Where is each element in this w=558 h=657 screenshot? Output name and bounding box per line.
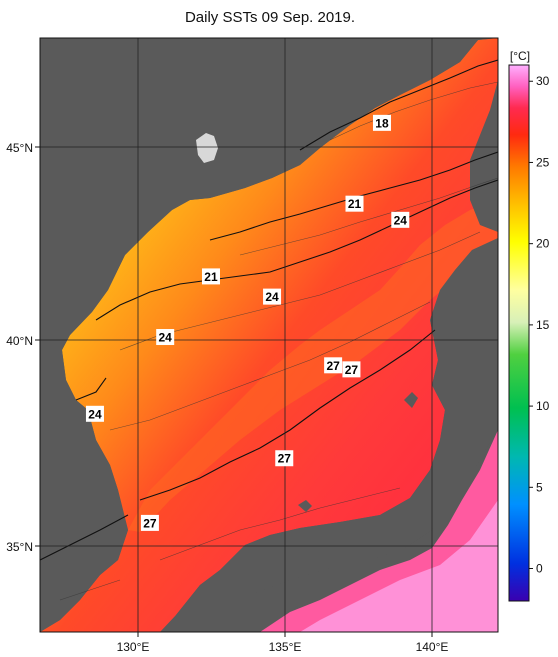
hokkaido (470, 80, 498, 232)
contour-label-box (324, 357, 343, 374)
colorbar-tick-label: 20 (536, 237, 550, 251)
graticule (40, 38, 498, 632)
colorbar-tick-label: 0 (536, 562, 543, 576)
sado-island (404, 392, 418, 408)
lon-label-130: 130°E (117, 640, 150, 654)
japan-kyushu (170, 585, 215, 632)
colorbar-tick-label: 10 (536, 399, 550, 413)
contour-label-box (372, 114, 391, 131)
lat-label-45: 45°N (6, 141, 33, 155)
contour-label: 24 (159, 331, 173, 345)
contour-label-box (263, 288, 282, 305)
contour-label: 24 (265, 290, 279, 304)
contour-label: 18 (375, 116, 389, 130)
contour-label: 27 (345, 363, 359, 377)
sea-area (40, 38, 498, 632)
map-frame (39, 37, 499, 633)
japan-honshu (200, 238, 498, 600)
colorbar-ticks: 0 5 10 15 20 25 30 (529, 74, 550, 576)
lon-label-140: 140°E (416, 640, 449, 654)
lon-label-135: 135°E (269, 640, 302, 654)
contour-label: 21 (204, 270, 218, 284)
contour-label: 24 (88, 407, 102, 421)
contour-label: 27 (326, 359, 340, 373)
contour-label: 27 (143, 516, 157, 530)
lat-label-35: 35°N (6, 540, 33, 554)
colorbar (508, 64, 530, 602)
contour-label-box (275, 450, 294, 467)
contour-label-box (85, 405, 104, 422)
colorbar-tick-label: 5 (536, 480, 543, 494)
colorbar-tick-label: 30 (536, 74, 550, 88)
thin-isotherms (59, 81, 498, 601)
oki-island (298, 500, 312, 512)
russia-coast (40, 38, 498, 350)
north-warm-strip (128, 200, 498, 532)
colorbar-unit: [°C] (510, 49, 530, 63)
colorbar-tick-label: 25 (536, 155, 550, 169)
contour-label-box (342, 361, 361, 378)
contour-label-box (201, 268, 220, 285)
contour-label: 24 (394, 213, 408, 227)
contour-label: 27 (278, 452, 292, 466)
contour-label-box (345, 195, 364, 212)
contour-label-box (156, 329, 175, 346)
korea-peninsula (40, 350, 128, 632)
pacific-warm-band (300, 500, 498, 632)
lat-label-40: 40°N (6, 334, 33, 348)
colorbar-tick-label: 15 (536, 318, 550, 332)
lake-khanka (196, 133, 218, 163)
map-tick-marks (35, 146, 433, 637)
contour-label-box (140, 514, 159, 531)
map-title: Daily SSTs 09 Sep. 2019. (184, 9, 356, 26)
contour-label-box (391, 211, 410, 228)
contour-label: 21 (348, 197, 362, 211)
contour-labels: 18 21 24 21 24 24 27 27 24 27 27 (85, 114, 410, 531)
map-body (40, 38, 498, 632)
